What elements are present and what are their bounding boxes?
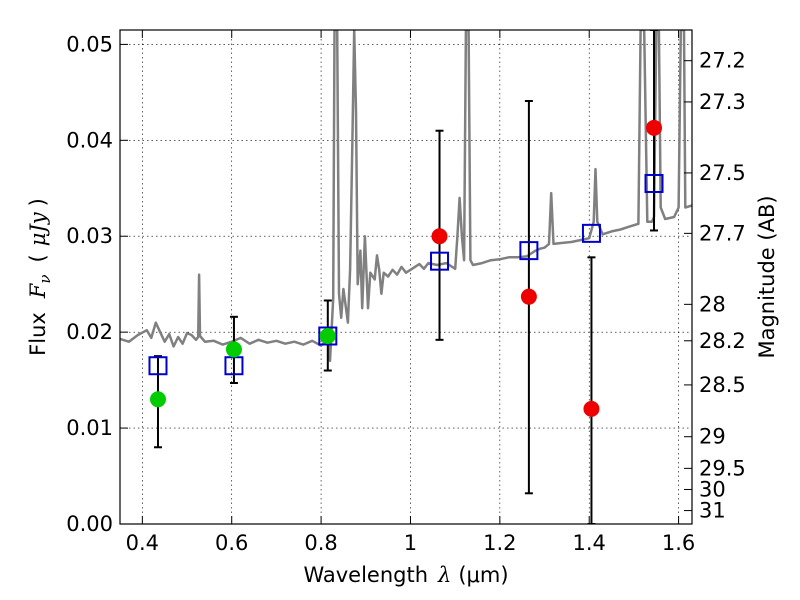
- observed-point: [520, 288, 537, 305]
- axis-ticks: 0.4 0.6 0.8 1 1.2 1.4 1.6 0.00 0.01 0.02 0.03 0.04 0…: [66, 30, 746, 555]
- y2-tick-label: 28.5: [699, 373, 746, 397]
- y2-tick-label: 28: [699, 292, 726, 316]
- model-band-square: [581, 223, 601, 243]
- model-band-square: [644, 173, 664, 193]
- y2-tick-label: 29.5: [699, 456, 746, 480]
- observed-point: [646, 119, 663, 136]
- y2-tick-label: 31: [699, 499, 726, 523]
- observed-point: [225, 341, 242, 358]
- y-tick-label: 0.01: [66, 416, 113, 440]
- x-tick-label: 0.8: [304, 531, 337, 555]
- y2-tick-label: 27.3: [699, 90, 746, 114]
- x-axis-label: Wavelength λ (μm): [303, 563, 508, 587]
- spectrum-line: [120, 30, 692, 363]
- model-band-square: [148, 356, 168, 376]
- model-band-square: [519, 241, 539, 261]
- x-tick-label: 1.6: [662, 531, 695, 555]
- x-tick-label: 1.2: [483, 531, 516, 555]
- y-tick-label: 0.02: [66, 320, 113, 344]
- y-tick-label: 0.00: [66, 512, 113, 536]
- observed-point: [319, 327, 336, 344]
- x-tick-label: 0.4: [126, 531, 159, 555]
- y2-tick-label: 29: [699, 425, 726, 449]
- observed-point: [431, 228, 448, 245]
- y-tick-label: 0.05: [66, 32, 113, 56]
- y-tick-label: 0.04: [66, 128, 113, 152]
- y2-tick-label: 27.2: [699, 49, 746, 73]
- y2-tick-label: 27.7: [699, 221, 746, 245]
- observed-point: [583, 400, 600, 417]
- y2-tick-label: 30: [699, 477, 726, 501]
- x-tick-label: 1: [404, 531, 417, 555]
- grid: [120, 30, 692, 525]
- y-tick-label: 0.03: [66, 224, 113, 248]
- y2-tick-label: 28.2: [699, 329, 746, 353]
- x-tick-label: 1.4: [573, 531, 606, 555]
- y-axis-label: FluxFν(μJy): [26, 198, 54, 356]
- observed-point: [149, 391, 166, 408]
- model-band-square: [430, 251, 450, 271]
- y2-tick-label: 27.5: [699, 161, 746, 185]
- model-band-square: [318, 326, 338, 346]
- x-tick-label: 0.6: [215, 531, 248, 555]
- data-series: [120, 30, 692, 524]
- plot-frame: [119, 29, 693, 525]
- y2-axis-label: Magnitude (AB): [755, 195, 779, 358]
